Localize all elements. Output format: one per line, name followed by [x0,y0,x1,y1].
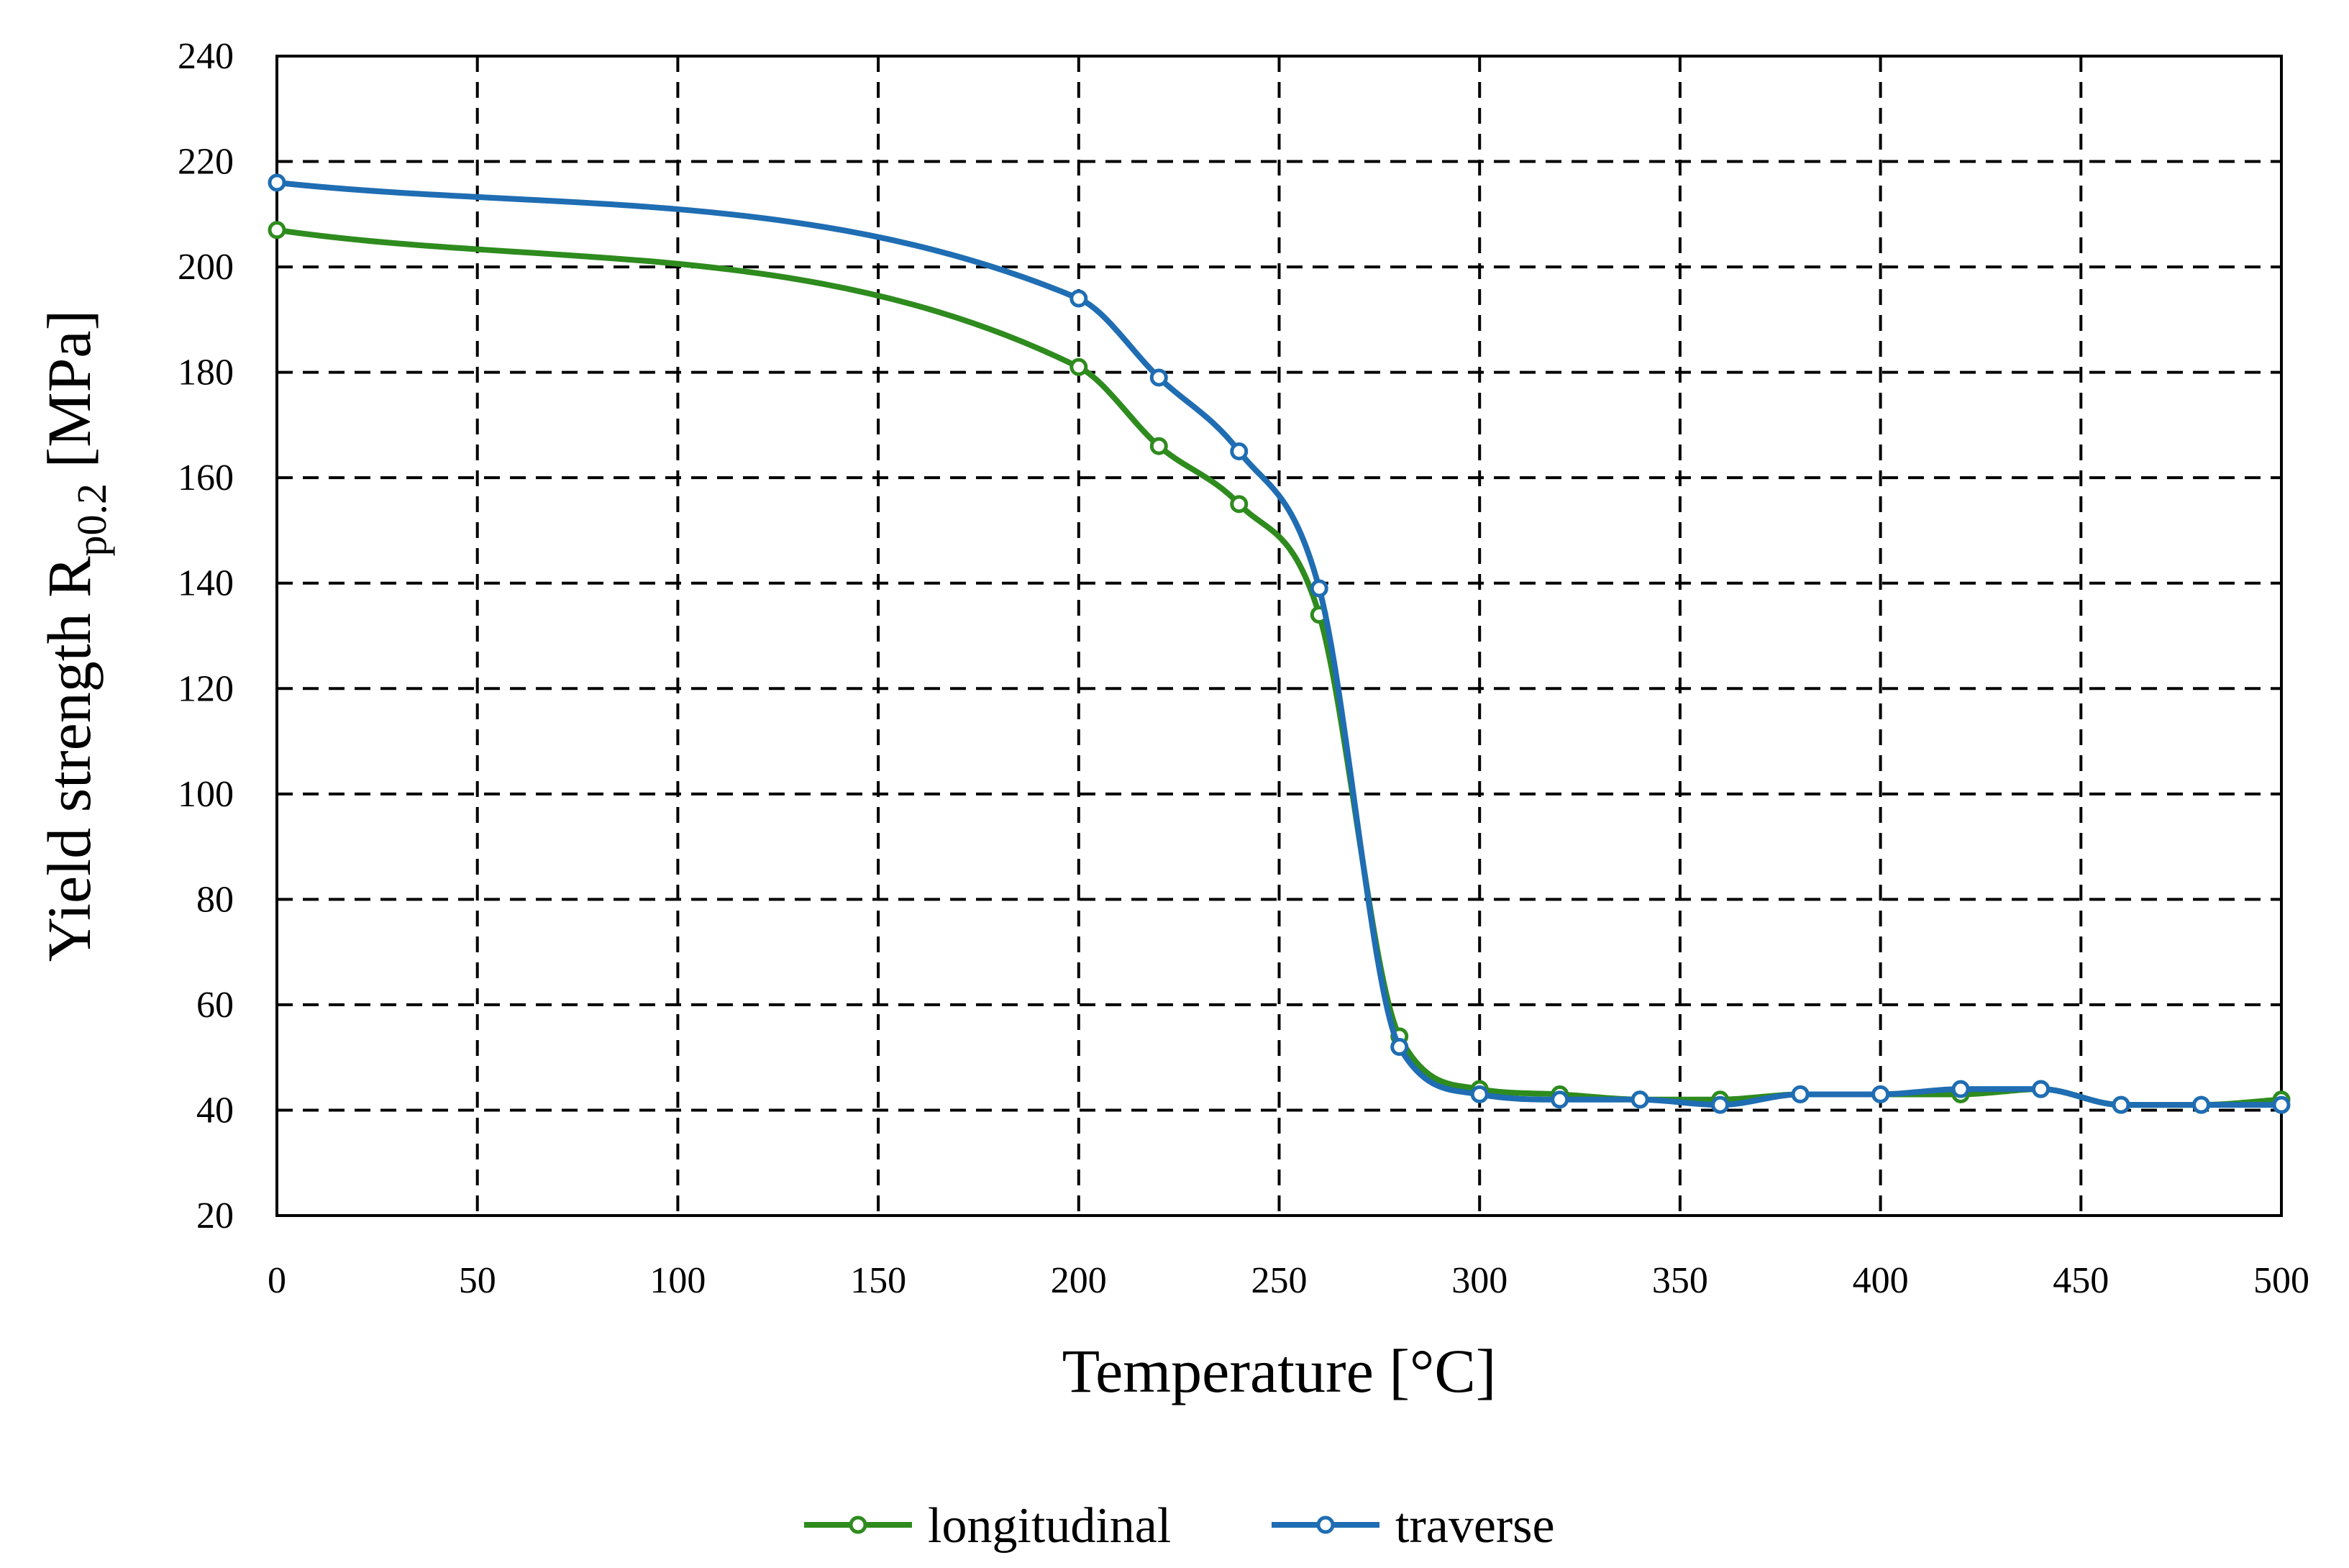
x-tick-label: 400 [1853,1260,1909,1301]
data-point-traverse [1390,1038,1409,1057]
y-axis-title-unit: [MPa] [35,310,104,483]
series-traverse [268,173,2291,1114]
data-point-traverse [2192,1095,2211,1114]
data-point-traverse [1630,1090,1649,1109]
data-point-traverse [1230,442,1249,461]
x-tick-label: 100 [649,1260,706,1301]
y-axis-title-subscript: p0.2 [68,483,115,557]
y-axis-title-main: Yield strength R [35,556,104,962]
legend-entry-traverse: traverse [1272,1498,1555,1554]
data-point-longitudinal [1149,437,1168,455]
data-point-traverse [2272,1095,2291,1114]
x-tick-label: 300 [1451,1260,1508,1301]
x-tick-label: 350 [1652,1260,1708,1301]
x-tick-label: 500 [2253,1260,2309,1301]
x-tick-label: 250 [1251,1260,1308,1301]
data-point-traverse [1470,1085,1489,1103]
data-point-traverse [1149,368,1168,387]
x-tick-label: 150 [850,1260,906,1301]
y-tick-label: 140 [178,563,234,604]
y-tick-label: 40 [196,1090,234,1131]
y-tick-label: 100 [178,774,234,815]
x-axis-title: Temperature [°C] [1062,1336,1497,1405]
grid [277,56,2281,1216]
series-layer [268,173,2291,1114]
legend-swatch-marker [849,1515,867,1534]
y-tick-label: 200 [178,247,234,288]
data-point-longitudinal [1230,495,1249,514]
x-tick-label: 450 [2053,1260,2109,1301]
legend-label: longitudinal [928,1498,1171,1554]
data-point-traverse [1551,1090,1569,1109]
data-point-traverse [1871,1085,1890,1103]
y-tick-label: 180 [178,352,234,393]
data-point-traverse [1711,1095,1730,1114]
y-tick-label: 160 [178,457,234,498]
x-tick-label: 50 [459,1260,496,1301]
data-point-traverse [2032,1080,2051,1098]
x-axis-tick-labels: 0 50 100 150 200 250 300 350 400 450 500 [268,1260,2309,1301]
legend-entry-longitudinal: longitudinal [804,1498,1171,1554]
legend-swatch-marker [1316,1515,1335,1534]
data-point-traverse [268,173,286,192]
data-point-traverse [1069,289,1088,308]
y-tick-label: 120 [178,668,234,709]
legend-label: traverse [1395,1498,1555,1554]
y-tick-label: 60 [196,985,234,1026]
data-point-traverse [1791,1085,1810,1103]
y-tick-label: 220 [178,142,234,183]
legend: longitudinal traverse [804,1498,1555,1554]
y-axis-title: Yield strength Rp0.2 [MPa] [35,310,115,962]
data-point-longitudinal [268,221,286,240]
plot-area-border [275,55,2283,1217]
y-tick-label: 80 [196,879,234,920]
y-axis-tick-labels: 20 40 60 80 100 120 140 160 180 200 220 240 [178,36,234,1236]
data-point-traverse [1951,1080,1970,1098]
x-tick-label: 200 [1051,1260,1107,1301]
data-point-traverse [1310,579,1328,598]
y-tick-label: 240 [178,36,234,77]
data-point-traverse [2112,1095,2130,1114]
y-tick-label: 20 [196,1195,234,1236]
x-tick-label: 0 [268,1260,286,1301]
data-point-longitudinal [1069,357,1088,376]
